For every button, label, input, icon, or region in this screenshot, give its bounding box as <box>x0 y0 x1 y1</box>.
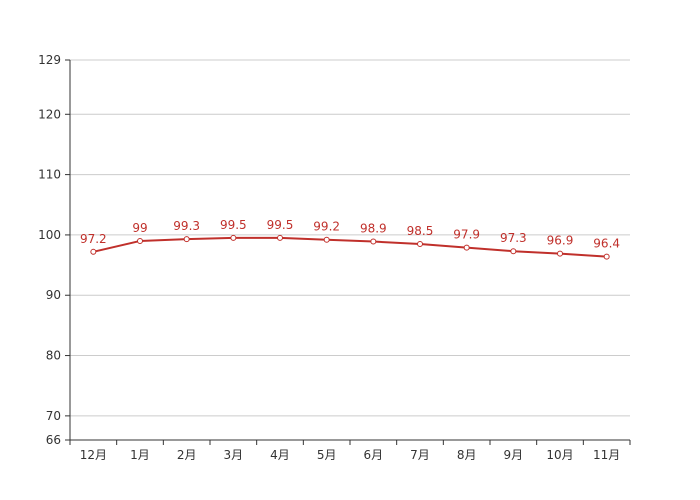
data-point[interactable] <box>183 236 190 243</box>
y-tick-label: 80 <box>46 349 61 363</box>
data-label: 97.9 <box>453 228 480 242</box>
data-point[interactable] <box>510 248 517 255</box>
data-label: 97.3 <box>500 231 527 245</box>
x-tick-label: 3月 <box>224 448 244 462</box>
y-tick-labels: 66 70 80 90 100 110 120 129 <box>38 53 70 447</box>
data-point[interactable] <box>90 248 97 255</box>
data-point[interactable] <box>603 253 610 260</box>
data-label: 99.3 <box>173 219 200 233</box>
x-tick-label: 11月 <box>593 448 620 462</box>
y-tick-label: 110 <box>38 168 61 182</box>
x-tick-label: 6月 <box>364 448 384 462</box>
data-label: 98.5 <box>407 224 434 238</box>
data-point[interactable] <box>417 240 423 247</box>
y-tick-label: 66 <box>46 433 61 447</box>
y-tick-label: 120 <box>38 107 61 121</box>
data-label: 99.2 <box>313 220 340 234</box>
data-label: 99.5 <box>220 218 247 232</box>
data-label: 99.5 <box>267 218 294 232</box>
data-point[interactable] <box>370 238 377 245</box>
data-label: 97.2 <box>80 232 107 246</box>
series-line <box>93 236 607 258</box>
y-tick-label: 129 <box>38 53 61 67</box>
data-label: 96.9 <box>547 234 574 248</box>
x-tick-label: 9月 <box>504 448 524 462</box>
data-label: 96.4 <box>593 237 620 251</box>
x-tick-label: 2月 <box>177 448 197 462</box>
data-point[interactable] <box>557 250 563 257</box>
y-tick-label: 100 <box>38 228 61 242</box>
data-point[interactable] <box>277 234 283 241</box>
x-tick-label: 12月 <box>80 448 107 462</box>
x-tick-label: 1月 <box>130 448 150 462</box>
x-tick-label: 10月 <box>546 448 573 462</box>
x-tick-label: 4月 <box>270 448 290 462</box>
data-point[interactable] <box>323 236 330 243</box>
series-layer <box>90 234 610 260</box>
x-tick-labels: 12月 1月 2月 3月 4月 5月 6月 7月 8月 9月 10月 11月 <box>69 440 631 462</box>
y-tick-label: 90 <box>46 288 61 302</box>
x-tick-label: 5月 <box>317 448 337 462</box>
data-point[interactable] <box>463 244 470 251</box>
x-tick-label: 7月 <box>410 448 430 462</box>
data-label: 98.9 <box>360 222 387 236</box>
x-tick-label: 8月 <box>457 448 477 462</box>
y-tick-label: 70 <box>46 409 61 423</box>
axis-layer <box>69 60 630 441</box>
data-label: 99 <box>132 221 147 235</box>
data-labels: 97.2 99 99.3 99.5 99.5 99.2 98.9 98.5 97.9 97.3 96… <box>80 218 620 251</box>
data-point[interactable] <box>137 237 143 244</box>
data-point[interactable] <box>230 234 237 241</box>
grid-layer <box>70 59 630 417</box>
